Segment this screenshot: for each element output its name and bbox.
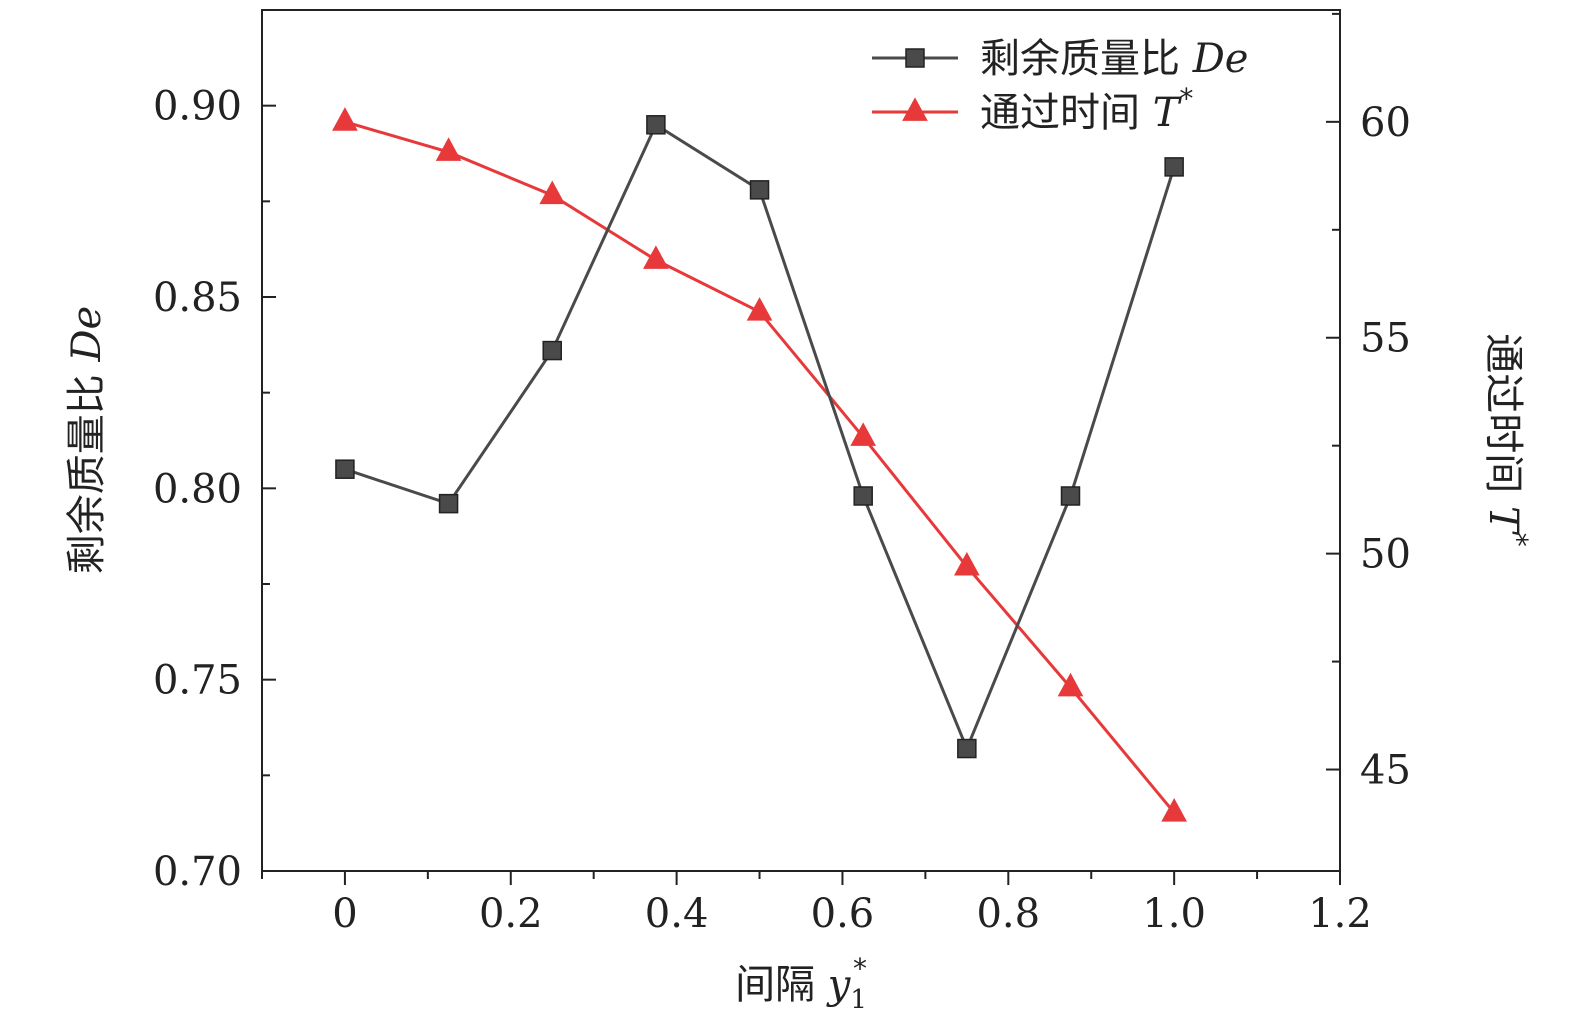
data-point — [1164, 157, 1184, 177]
data-point — [643, 245, 669, 269]
x-tick-label: 1.0 — [1142, 891, 1206, 937]
y-left-tick-label: 0.75 — [153, 658, 242, 704]
data-point — [438, 493, 459, 514]
y-right-tick-label: 45 — [1360, 748, 1411, 794]
data-point — [1060, 486, 1081, 506]
y-left-axis-label: 剩余质量比 De — [64, 306, 110, 574]
y-left-tick-label: 0.90 — [153, 84, 242, 130]
x-tick-label: 0.2 — [479, 891, 543, 937]
legend-entry: 通过时间 T* — [872, 82, 1193, 136]
axes: 0 0.2 0.4 0.6 0.8 1.0 1.2 0.70 0.75 0.80 0.85 0.90 4… — [64, 9, 1534, 1015]
x-tick-label: 0 — [332, 891, 357, 937]
y-right-tick-label: 60 — [1360, 100, 1411, 146]
y-left-tick-label: 0.85 — [153, 275, 242, 321]
series-line — [344, 120, 1176, 814]
data-point — [1057, 672, 1084, 697]
x-tick-label: 0.6 — [811, 891, 875, 937]
data-point — [957, 738, 977, 759]
y-right-tick-label: 55 — [1360, 316, 1411, 362]
data-point — [850, 422, 877, 446]
data-point — [749, 180, 770, 200]
x-tick-label: 1.2 — [1308, 891, 1372, 937]
series-line — [344, 122, 1176, 753]
y-left-tick-label: 0.80 — [153, 466, 242, 512]
y-right-axis-label: 通过时间 T* — [1480, 333, 1534, 546]
series-remaining-mass-ratio — [335, 115, 1184, 759]
legend-swatch-marker — [905, 48, 925, 68]
data-point — [646, 115, 666, 135]
x-tick-label: 0.4 — [645, 891, 709, 937]
data-point — [332, 107, 358, 131]
y-right-tick-label: 50 — [1360, 532, 1411, 578]
series-pass-time — [332, 107, 1187, 822]
legend-label: 剩余质量比 De — [980, 36, 1248, 82]
y-left-tick-label: 0.70 — [153, 849, 242, 895]
legend-swatch-marker — [902, 97, 928, 121]
data-point — [853, 486, 873, 506]
data-point — [954, 551, 980, 576]
data-point — [539, 180, 566, 205]
data-point — [435, 137, 462, 161]
legend-entry: 剩余质量比 De — [872, 36, 1248, 82]
series-layer — [332, 107, 1187, 822]
data-point — [335, 459, 355, 479]
legend-label: 通过时间 T* — [980, 82, 1193, 136]
data-point — [1161, 798, 1187, 822]
x-tick-label: 0.8 — [976, 891, 1040, 937]
data-point — [746, 297, 773, 321]
x-axis-label: 间隔 y1* — [735, 952, 867, 1015]
plot-frame — [261, 9, 1341, 872]
data-point — [542, 340, 562, 361]
